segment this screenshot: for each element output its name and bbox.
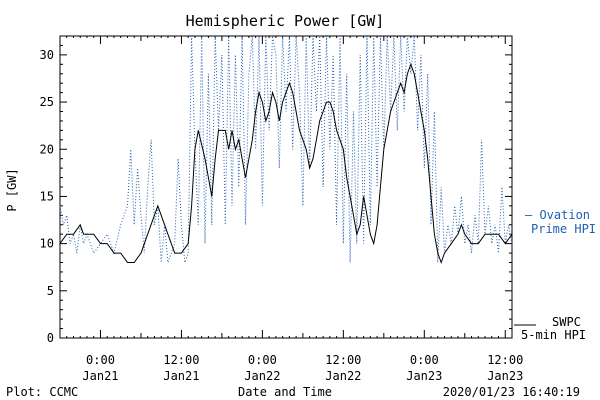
y-tick-label: 10	[40, 237, 54, 251]
footer-credit: Plot: CCMC	[6, 385, 78, 399]
y-tick-label: 5	[47, 284, 54, 298]
legend-swpc: SWPC 5-min HPI	[514, 315, 586, 342]
x-tick-label-time: 0:00	[86, 353, 115, 367]
x-tick-label-time: 0:00	[248, 353, 277, 367]
y-tick-label: 30	[40, 48, 54, 62]
legend-ovation: — Ovation Prime HPI	[525, 208, 596, 236]
legend-ovation-line2: Prime HPI	[531, 222, 596, 236]
x-tick-label-date: Jan21	[82, 369, 118, 383]
x-tick-label-date: Jan22	[244, 369, 280, 383]
legend-ovation-line1: — Ovation	[525, 208, 590, 222]
y-axis-label: P [GW]	[5, 168, 19, 211]
series-line-swpc	[59, 62, 513, 264]
x-tick-label-time: 12:00	[487, 353, 523, 367]
legend-swpc-line2: 5-min HPI	[521, 328, 586, 342]
x-tick-label-time: 12:00	[163, 353, 199, 367]
plot-frame	[59, 35, 513, 339]
footer-timestamp: 2020/01/23 16:40:19	[443, 385, 580, 399]
x-tick-label-date: Jan23	[406, 369, 442, 383]
x-axis-label: Date and Time	[238, 385, 332, 399]
y-tick-label: 25	[40, 95, 54, 109]
x-tick-label-date: Jan22	[325, 369, 361, 383]
x-tick-label-date: Jan21	[163, 369, 199, 383]
chart-title: Hemispheric Power [GW]	[186, 12, 385, 30]
series-line-ovation	[59, 35, 513, 263]
y-tick-label: 20	[40, 142, 54, 156]
x-tick-label-time: 0:00	[410, 353, 439, 367]
x-tick-label-time: 12:00	[325, 353, 361, 367]
y-tick-label: 0	[47, 331, 54, 345]
x-tick-label-date: Jan23	[487, 369, 523, 383]
y-tick-label: 15	[40, 189, 54, 203]
plot-area: 0 5 10 15 20 25 30 0:00 Jan21 12:00 Jan21 0:00 Jan22…	[40, 35, 523, 383]
legend-swpc-line1: SWPC	[552, 315, 581, 329]
